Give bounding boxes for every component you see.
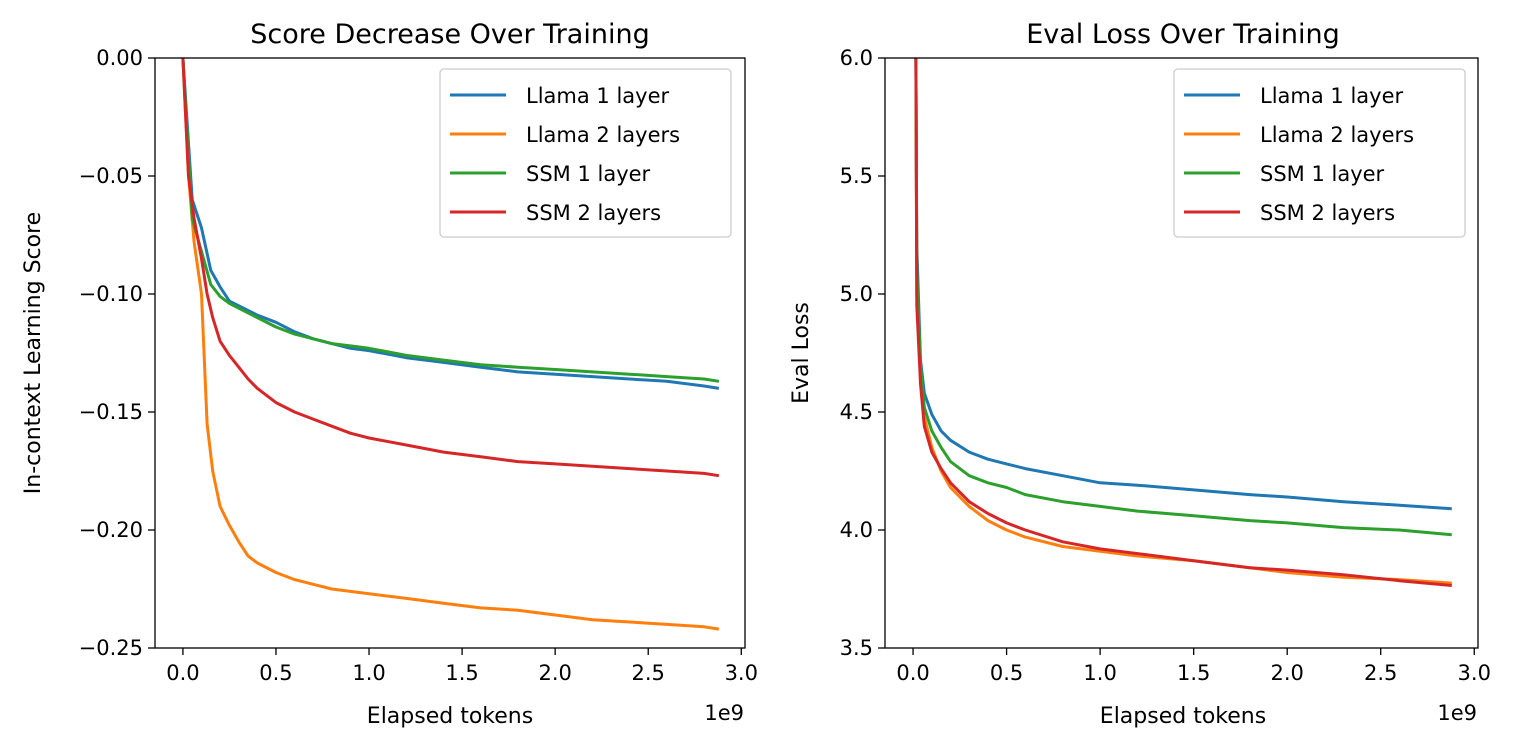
- legend-label: Llama 1 layer: [1260, 84, 1403, 108]
- x-tick-label: 3.0: [725, 661, 758, 685]
- legend-label: Llama 2 layers: [1260, 123, 1414, 147]
- x-tick-label: 2.0: [538, 661, 571, 685]
- y-tick-label: −0.05: [79, 164, 143, 188]
- series-line-ssm-1-layer: [914, 58, 1452, 537]
- y-tick-label: 6.0: [840, 46, 873, 70]
- x-axis-label: Elapsed tokens: [367, 704, 533, 729]
- y-tick-label: −0.20: [79, 518, 143, 542]
- legend-label: Llama 1 layer: [526, 84, 669, 108]
- legend-label: SSM 1 layer: [1260, 162, 1385, 186]
- plot-area: 0.0 0.5 1.0 1.5 2.0 2.5 3.0 0.00 −0.05 −0.10 −0.15…: [79, 46, 758, 685]
- x-tick-label: 3.0: [1458, 661, 1491, 685]
- series-line-ssm-1-layer: [181, 58, 720, 383]
- legend: Llama 1 layer Llama 2 layers SSM 1 layer SS…: [1173, 68, 1466, 238]
- y-tick-label: 4.0: [840, 518, 873, 542]
- y-axis-label: In-context Learning Score: [21, 212, 46, 494]
- axes-frame: [154, 57, 746, 649]
- y-tick-label: −0.10: [79, 282, 143, 306]
- y-tick-label: 0.00: [96, 46, 143, 70]
- legend: Llama 1 layer Llama 2 layers SSM 1 layer SS…: [439, 68, 732, 238]
- plot-area: 0.0 0.5 1.0 1.5 2.0 2.5 3.0 3.5 4.0 4.5 5.0 5.5 6.0 L…: [840, 46, 1491, 685]
- x-offset-label: 1e9: [704, 701, 744, 725]
- x-tick-label: 1.5: [1177, 661, 1210, 685]
- x-tick-label: 1.5: [445, 661, 478, 685]
- x-tick-label: 1.0: [352, 661, 385, 685]
- series-group: [914, 58, 1452, 587]
- axes-frame: [884, 57, 1479, 649]
- y-tick-label: −0.25: [79, 636, 143, 660]
- series-group: [181, 58, 720, 631]
- legend-label: SSM 1 layer: [526, 162, 651, 186]
- y-tick-label: 5.0: [840, 282, 873, 306]
- series-line-llama-1-layer: [914, 58, 1452, 511]
- y-axis-label: Eval Loss: [789, 302, 814, 404]
- x-axis-label: Elapsed tokens: [1100, 704, 1266, 729]
- x-tick-label: 2.5: [1364, 661, 1397, 685]
- x-offset-label: 1e9: [1437, 701, 1477, 725]
- x-tick-label: 2.0: [1270, 661, 1303, 685]
- score-chart: Score Decrease Over Training 0.0 0.5 1.0 1.…: [21, 19, 758, 729]
- series-line-ssm-2-layers: [914, 58, 1452, 587]
- y-tick-label: 3.5: [840, 636, 873, 660]
- y-tick-label: 4.5: [840, 400, 873, 424]
- x-tick-label: 1.0: [1083, 661, 1116, 685]
- y-tick-label: −0.15: [79, 400, 143, 424]
- chart-title: Score Decrease Over Training: [250, 19, 649, 50]
- y-tick-label: 5.5: [840, 164, 873, 188]
- series-line-ssm-2-layers: [181, 58, 720, 478]
- x-tick-label: 0.5: [990, 661, 1023, 685]
- legend-label: SSM 2 layers: [526, 201, 661, 225]
- chart-title: Eval Loss Over Training: [1026, 19, 1340, 50]
- legend-label: SSM 2 layers: [1260, 201, 1395, 225]
- x-tick-label: 0.0: [166, 661, 199, 685]
- x-tick-label: 0.0: [896, 661, 929, 685]
- x-tick-label: 2.5: [632, 661, 665, 685]
- series-line-llama-2-layers: [914, 58, 1452, 585]
- legend-label: Llama 2 layers: [526, 123, 680, 147]
- eval-loss-chart: Eval Loss Over Training 0.0 0.5 1.0 1.5 2.0 2…: [789, 19, 1491, 729]
- x-tick-label: 0.5: [259, 661, 292, 685]
- series-line-llama-2-layers: [181, 58, 720, 631]
